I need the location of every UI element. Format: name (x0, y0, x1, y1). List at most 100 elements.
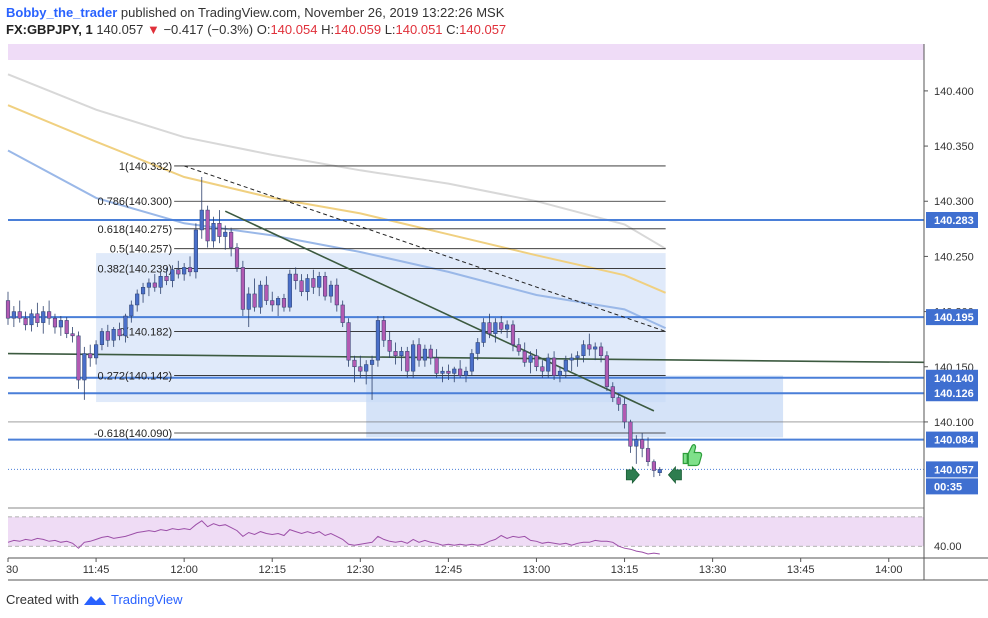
candle[interactable] (270, 291, 275, 312)
candle[interactable] (305, 274, 310, 301)
candle[interactable] (358, 355, 363, 378)
candle[interactable] (493, 318, 498, 343)
candle[interactable] (123, 313, 128, 343)
candle[interactable] (47, 300, 52, 325)
candle[interactable] (540, 360, 545, 378)
candle[interactable] (187, 256, 193, 277)
candle[interactable] (657, 467, 662, 476)
candle[interactable] (176, 260, 181, 279)
candle[interactable] (440, 366, 445, 383)
tradingview-brand[interactable]: TradingView (110, 592, 183, 607)
candle[interactable] (52, 313, 58, 334)
candle[interactable] (598, 342, 604, 363)
candle[interactable] (317, 271, 322, 297)
candle[interactable] (199, 176, 204, 239)
candle[interactable] (528, 351, 533, 374)
candle[interactable] (546, 353, 551, 378)
candle[interactable] (487, 313, 492, 339)
candle[interactable] (575, 351, 580, 367)
candle[interactable] (352, 355, 357, 383)
candle[interactable] (340, 300, 345, 328)
trendline[interactable] (224, 210, 655, 412)
candle[interactable] (323, 271, 328, 301)
candle[interactable] (604, 351, 609, 392)
candle[interactable] (552, 351, 557, 380)
candle[interactable] (170, 265, 175, 288)
candle[interactable] (193, 223, 198, 279)
candle[interactable] (17, 300, 22, 323)
candle[interactable] (616, 393, 621, 411)
candle[interactable] (264, 276, 269, 305)
candle[interactable] (622, 397, 627, 429)
candle[interactable] (328, 280, 334, 303)
candle[interactable] (29, 309, 34, 332)
trendline[interactable] (7, 352, 925, 364)
thumbs-up-icon[interactable] (682, 444, 703, 467)
candle[interactable] (252, 278, 257, 312)
candle[interactable] (628, 419, 633, 453)
price-chart[interactable]: 1(140.332) 0.786(140.300) 0.618(140.275) 0.… (0, 44, 988, 584)
candle[interactable] (645, 437, 651, 467)
candle[interactable] (287, 269, 292, 312)
candle[interactable] (146, 278, 151, 297)
candle[interactable] (422, 344, 427, 367)
candle[interactable] (640, 432, 645, 458)
candle[interactable] (334, 278, 339, 312)
candle[interactable] (276, 296, 281, 316)
candle[interactable] (41, 306, 46, 334)
candle[interactable] (94, 340, 99, 365)
candle[interactable] (129, 300, 134, 323)
candle[interactable] (634, 435, 639, 464)
candle[interactable] (246, 287, 251, 328)
candle[interactable] (164, 267, 169, 286)
candle[interactable] (299, 274, 304, 297)
candle[interactable] (105, 324, 110, 347)
candle[interactable] (211, 216, 216, 248)
zone-rect[interactable] (366, 375, 784, 438)
candle[interactable] (23, 311, 28, 331)
candle[interactable] (5, 291, 11, 325)
candle[interactable] (281, 293, 287, 312)
candle[interactable] (405, 346, 410, 378)
candle[interactable] (369, 355, 375, 400)
author-name[interactable]: Bobby_the_trader (6, 5, 118, 20)
candle[interactable] (522, 342, 527, 367)
candle[interactable] (510, 320, 516, 352)
candle[interactable] (557, 366, 563, 383)
candle[interactable] (229, 227, 234, 257)
candle[interactable] (434, 349, 439, 378)
candle[interactable] (393, 342, 398, 365)
arrow-right-icon[interactable] (625, 465, 640, 484)
candle[interactable] (364, 360, 369, 385)
symbol-name[interactable]: FX:GBPJPY, 1 (6, 22, 93, 37)
candle[interactable] (111, 327, 116, 347)
candle[interactable] (293, 267, 298, 290)
candle[interactable] (416, 338, 422, 367)
candle[interactable] (569, 353, 574, 372)
candle[interactable] (88, 344, 93, 367)
candle[interactable] (182, 263, 187, 281)
candle[interactable] (117, 322, 122, 341)
candle[interactable] (651, 459, 656, 478)
candle[interactable] (516, 338, 521, 356)
candle[interactable] (346, 318, 351, 367)
candle[interactable] (499, 316, 504, 334)
candle[interactable] (223, 225, 228, 250)
candle[interactable] (76, 331, 81, 389)
candle[interactable] (387, 331, 392, 358)
candle[interactable] (158, 271, 163, 294)
candle[interactable] (452, 366, 457, 383)
candle[interactable] (135, 289, 140, 312)
candle[interactable] (140, 282, 146, 303)
candle[interactable] (375, 316, 380, 367)
candle[interactable] (587, 333, 592, 356)
candle[interactable] (99, 328, 105, 351)
arrow-left-icon[interactable] (667, 465, 682, 484)
candle[interactable] (475, 338, 480, 361)
candle[interactable] (35, 302, 40, 328)
candle[interactable] (11, 306, 16, 328)
candle[interactable] (399, 346, 404, 372)
candle[interactable] (82, 346, 87, 400)
candle[interactable] (240, 260, 245, 316)
candle[interactable] (481, 318, 486, 347)
